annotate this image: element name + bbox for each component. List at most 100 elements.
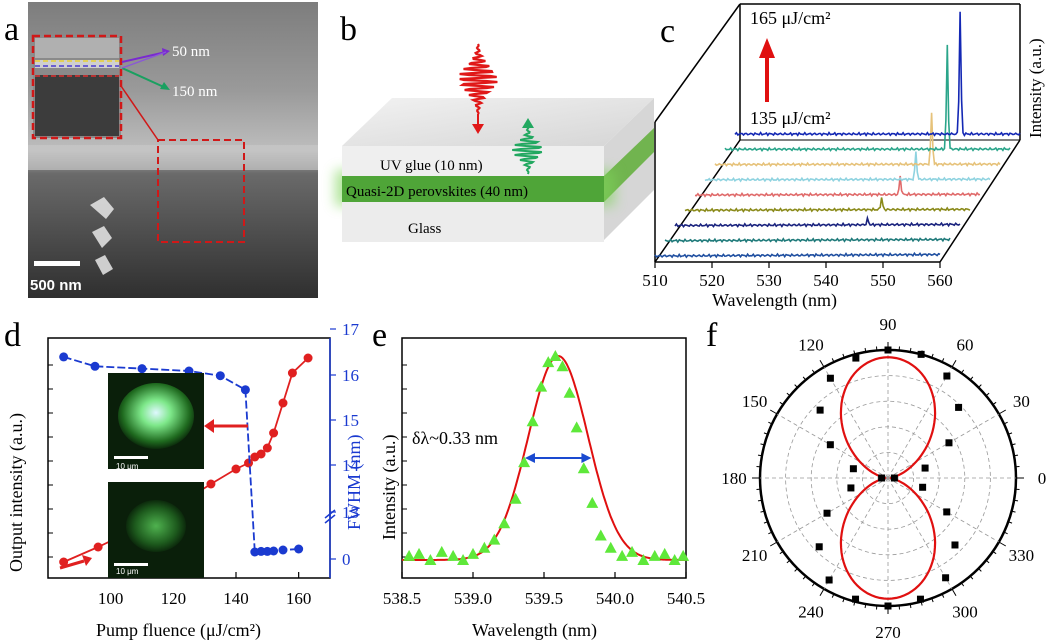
polar-data-point [942,574,950,582]
polar-tick [992,551,997,555]
polar-tick [941,593,945,598]
polar-tick [1013,499,1019,502]
spectrum-trace-9 [734,11,1021,137]
fwhm-point [256,546,266,556]
panel-a-sem-image: 50 nm 150 nm 500 nm [28,2,318,298]
output-intensity-point [269,428,279,438]
polar-tick [768,531,773,535]
polar-tick [985,559,990,564]
polar-tick [951,588,957,597]
e-xtick-label: 540.0 [596,589,634,608]
d-xtick-label: 120 [161,589,187,608]
polar-data-point [852,354,860,362]
output-intensity-point [256,449,266,459]
polar-tick [811,582,815,587]
polar-tick [794,384,798,388]
panel-label-d: d [4,317,21,354]
data-point-triangle [424,554,437,565]
polar-angle-label: 90 [880,315,897,334]
polar-angle-label: 150 [742,392,768,411]
polar-data-point [878,474,886,482]
panel-c-waterfall: 510 520 530 540 550 560 Wavelength (nm) Inten… [642,3,1045,311]
data-point-triangle [556,360,569,372]
output-intensity-point [303,353,313,363]
polar-data-point [884,346,892,354]
polar-tick [864,603,867,609]
emission-pulse-green [512,118,543,175]
data-point-triangle [488,533,501,545]
scale-bar-label: 500 nm [30,277,82,294]
d-right-tick-label: 16 [342,366,359,385]
spectrum-trace-6 [704,151,991,183]
c-xtick-label: 540 [813,271,839,290]
polar-spoke [887,477,953,590]
data-point-triangle [604,541,617,553]
fwhm-arrow-right [581,453,592,463]
panel-label-e: e [372,317,387,354]
polar-tick [931,353,934,358]
output-intensity-point [93,542,103,552]
polar-angle-label: 210 [742,546,768,565]
layer-perovskite: Quasi-2D perovskites (40 nm) [346,184,528,200]
c-fluence-high: 165 μJ/cm² [750,8,831,28]
data-point-triangle [616,549,629,561]
fwhm-point [137,364,147,374]
polar-tick [1011,510,1016,513]
polar-tick [768,421,773,425]
polar-tick [842,598,845,603]
fwhm-point [59,352,69,362]
data-point-triangle [498,517,511,529]
d-ylabel-left: Output intensity (a.u.) [6,413,27,572]
d-right-tick-label: 0 [342,550,351,569]
data-point-triangle [677,549,690,561]
fluence-arrow-head [759,38,775,58]
spectrum-trace-8 [724,44,1011,153]
d-axis-break [324,509,336,519]
polar-data-point [847,484,855,492]
data-point-triangle [413,547,426,559]
pump-pulse-red [458,43,498,134]
polar-tick [760,443,765,446]
panel-b-schematic: UV glue (10 nm) Quasi-2D perovskites (40… [335,43,654,242]
polar-tick [786,559,791,564]
polar-data-point [919,483,927,491]
panel-label-b: b [340,11,357,48]
polar-tick [819,359,825,368]
polar-tick [819,588,825,597]
polar-tick [941,358,945,363]
polar-spoke [823,477,889,590]
layer-uv-glue: UV glue (10 nm) [380,158,483,174]
polar-tick [769,541,778,547]
red-pulse-wave [458,43,498,115]
data-point-triangle [457,554,470,565]
data-point-triangle [577,462,590,474]
polar-tick [802,575,807,580]
data-point-triangle [509,492,522,504]
data-point-triangle [447,549,460,561]
polar-data-point [826,374,834,382]
polar-tick [969,376,974,381]
scale-bar [34,261,80,266]
d-axis-break [324,514,336,524]
polar-tick [842,353,845,358]
e-xlabel: Wavelength (nm) [472,620,597,641]
spectrum-trace-5 [694,175,981,198]
d-xtick-label: 140 [223,589,249,608]
e-xtick-label: 539.5 [525,589,563,608]
panel-e-chart: 538.5 539.0 539.5 540.0 540.5 Wavelength (nm… [379,337,705,641]
data-point-triangle [526,415,539,427]
e-xtick-label: 540.5 [667,589,705,608]
e-annotation: δλ~0.33 nm [412,428,498,448]
panel-label-a: a [4,11,19,48]
d-xlabel: Pump fluence (μJ/cm²) [96,620,261,641]
c-fluence-low: 135 μJ/cm² [750,108,831,128]
data-point-triangle [648,549,661,561]
polar-tick [757,454,763,457]
polar-tick [831,593,835,598]
c-xtick-label: 530 [756,271,782,290]
polar-spoke [823,366,889,479]
polar-data-point [890,474,898,482]
annotation-50nm: 50 nm [172,44,210,60]
photo-scale-1: 10 μm [116,462,139,471]
